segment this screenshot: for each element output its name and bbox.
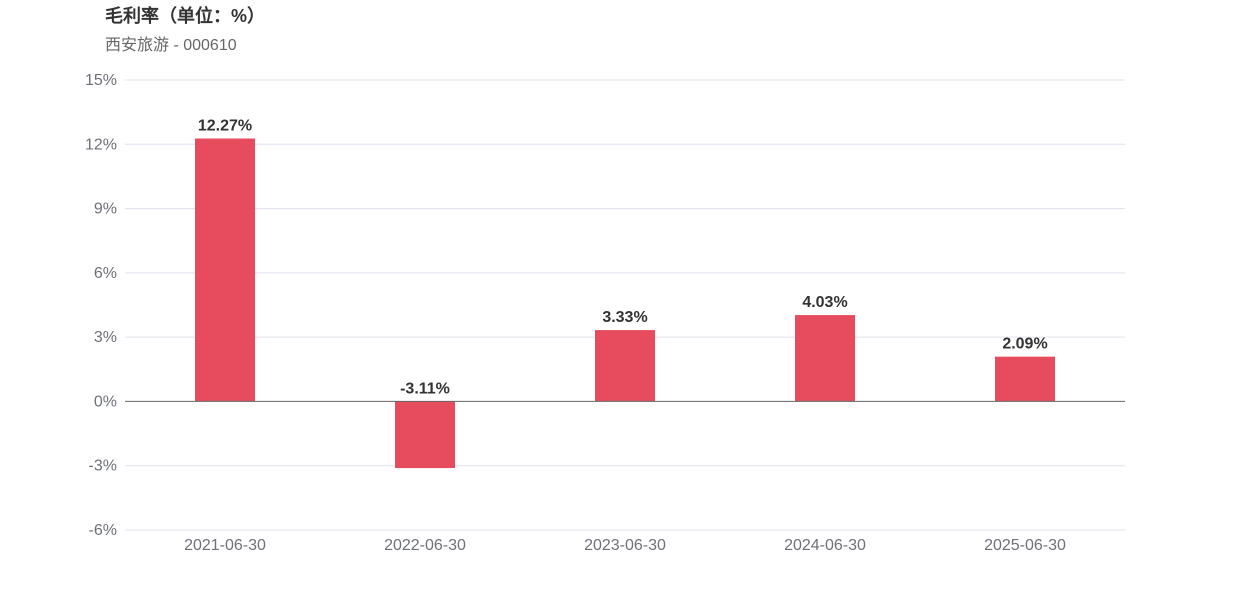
x-tick-label: 2023-06-30 [584,537,666,554]
data-label: 4.03% [802,294,847,311]
data-label: 12.27% [198,118,252,135]
x-tick-label: 2021-06-30 [184,537,266,554]
data-label: 3.33% [602,309,647,326]
y-tick-label: -3% [89,458,117,475]
y-tick-label: 0% [94,393,117,410]
y-tick-label: 12% [85,136,117,153]
y-tick-label: 3% [94,329,117,346]
chart-title: 毛利率（单位：%） [105,6,266,26]
bars [195,138,1055,469]
bar [395,401,455,469]
x-tick-label: 2025-06-30 [984,537,1066,554]
x-tick-label: 2024-06-30 [784,537,866,554]
y-tick-label: 15% [85,72,117,89]
y-tick-label: 9% [94,201,117,218]
data-label: -3.11% [400,380,450,397]
chart-subtitle: 西安旅游 - 000610 [105,37,237,54]
bar [595,330,655,402]
y-tick-label: -6% [89,522,117,539]
y-tick-label: 6% [94,265,117,282]
x-tick-label: 2022-06-30 [384,537,466,554]
bar [795,315,855,402]
grid-lines [125,79,1125,531]
bar [195,138,255,402]
data-label: 2.09% [1002,336,1047,353]
data-labels: 12.27% -3.11% 3.33% 4.03% 2.09% [198,118,1048,398]
axes: 15% 12% 9% 6% 3% 0% -3% -6% 2021-06-30 2022-06-30… [85,72,1125,554]
bar [995,356,1055,402]
